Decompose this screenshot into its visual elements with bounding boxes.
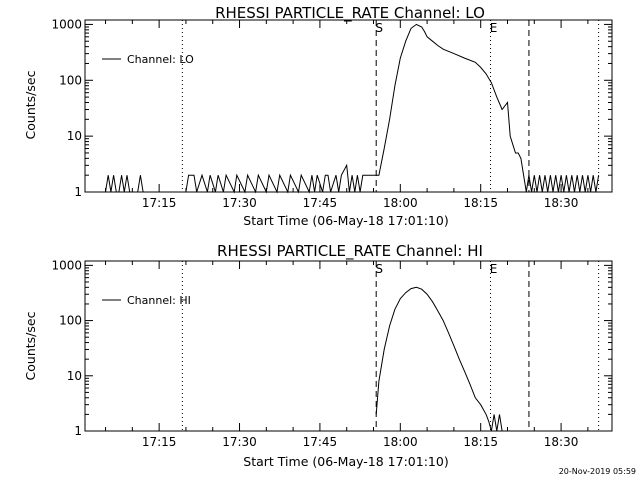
legend-label: Channel: LO (127, 53, 194, 66)
y-axis-label: Counts/sec (23, 70, 38, 139)
y-tick-label: 1000 (51, 17, 82, 31)
marker-label: S (375, 21, 383, 35)
legend: Channel: HI (102, 294, 191, 307)
panel-channel-hi: RHESSI PARTICLE_RATE Channel: HI Start T… (23, 242, 613, 469)
plot-frame (84, 260, 613, 432)
x-tick-label: 18:30 (544, 196, 579, 210)
y-tick-label: 1 (74, 185, 82, 199)
y-axis-label: Counts/sec (23, 311, 38, 380)
chart-title: RHESSI PARTICLE_RATE Channel: HI (217, 242, 483, 261)
y-tick-label: 10 (67, 369, 82, 383)
panel-channel-lo: RHESSI PARTICLE_RATE Channel: LO Start T… (23, 4, 613, 228)
x-tick-label: 17:30 (222, 196, 257, 210)
x-tick-label: 18:00 (383, 196, 418, 210)
x-tick-label: 17:15 (142, 196, 177, 210)
x-axis-label: Start Time (06-May-18 17:01:10) (243, 213, 448, 228)
series-line (105, 23, 600, 194)
x-tick-label: 17:15 (142, 435, 177, 449)
plot-frame (84, 19, 613, 193)
x-tick-label: 17:45 (303, 435, 338, 449)
x-tick-label: 18:30 (544, 435, 579, 449)
x-tick-label: 18:15 (463, 435, 498, 449)
marker-label: S (375, 262, 383, 276)
marker-label: E (490, 21, 498, 35)
x-tick-label: 17:45 (303, 196, 338, 210)
y-tick-label: 1000 (51, 258, 82, 272)
timestamp: 20-Nov-2019 05:59 (559, 467, 636, 476)
chart-title: RHESSI PARTICLE_RATE Channel: LO (215, 4, 485, 23)
y-tick-label: 100 (59, 314, 82, 328)
legend-label: Channel: HI (127, 294, 191, 307)
y-tick-label: 10 (67, 129, 82, 143)
series-line (375, 286, 505, 432)
x-tick-label: 18:00 (383, 435, 418, 449)
x-tick-label: 18:15 (463, 196, 498, 210)
legend: Channel: LO (102, 53, 194, 66)
marker-label: E (490, 262, 498, 276)
x-tick-label: 17:30 (222, 435, 257, 449)
y-tick-label: 100 (59, 73, 82, 87)
y-tick-label: 1 (74, 424, 82, 438)
x-axis-label: Start Time (06-May-18 17:01:10) (243, 454, 448, 469)
